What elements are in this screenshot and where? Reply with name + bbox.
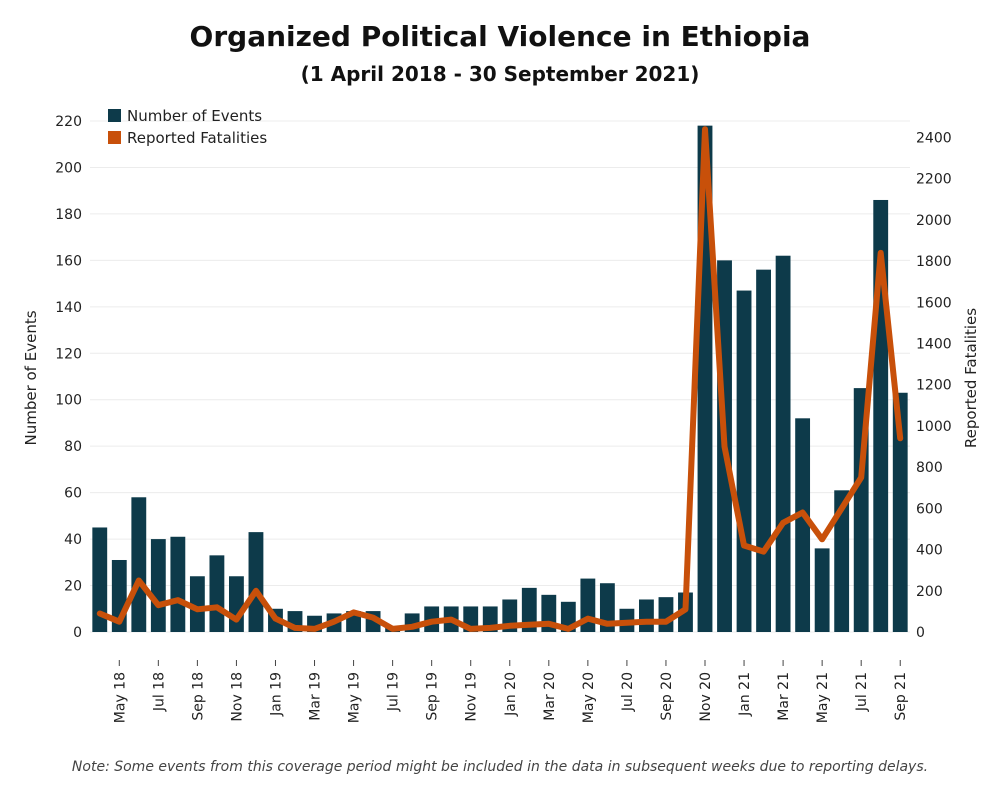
- right-tick-label: 400: [916, 543, 943, 559]
- x-tick-label: May 18: [112, 672, 128, 723]
- right-tick-label: 800: [916, 460, 943, 476]
- x-tick-label: Jan 20: [503, 672, 519, 717]
- right-tick-label: 1400: [916, 337, 952, 353]
- fatalities-line: [96, 126, 904, 632]
- x-tick-label: Sep 18: [190, 672, 206, 721]
- left-tick-label: 220: [55, 114, 82, 130]
- bar-apr-18: [92, 527, 108, 632]
- left-tick-label: 120: [55, 346, 82, 362]
- right-tick-label: 1000: [916, 419, 952, 435]
- x-tick-label: Sep 21: [893, 672, 909, 721]
- bar-jun-18: [131, 497, 147, 632]
- x-tick-label: May 20: [581, 672, 597, 723]
- left-tick-label: 160: [55, 253, 82, 269]
- bar-feb-20: [521, 587, 537, 632]
- bar-apr-21: [795, 418, 811, 632]
- fatalities-line-path: [96, 126, 904, 632]
- x-tick-label: Sep 19: [425, 672, 441, 721]
- x-tick-label: Mar 19: [308, 672, 324, 721]
- x-tick-label: Jul 20: [620, 672, 636, 712]
- x-tick-label: Jul 21: [854, 672, 870, 712]
- left-tick-label: 180: [55, 207, 82, 223]
- x-tick-label: Nov 18: [229, 672, 245, 722]
- left-tick-label: 80: [64, 439, 82, 455]
- x-tick-label: Nov 19: [464, 672, 480, 722]
- bar-may-21: [814, 548, 830, 632]
- bar-mar-21: [775, 255, 791, 632]
- x-tick-label: May 21: [815, 672, 831, 723]
- left-tick-label: 200: [55, 160, 82, 176]
- bar-sep-18: [189, 576, 205, 632]
- right-axis-title: Reported Fatalities: [962, 308, 980, 448]
- left-tick-label: 140: [55, 300, 82, 316]
- x-tick-label: Jul 19: [386, 672, 402, 712]
- x-tick-label: May 19: [347, 672, 363, 723]
- chart-title: Organized Political Violence in Ethiopia: [189, 20, 811, 53]
- x-axis: May 18 Jul 18 Sep 18 Nov 18 Jan 19 Mar 19 May …: [112, 660, 909, 723]
- legend: Number of Events Reported Fatalities: [108, 107, 267, 147]
- bar-jan-21: [736, 290, 752, 632]
- left-axis: 0 20 40 60 80 100 120 140 160 180 200 220: [55, 114, 82, 641]
- legend-swatch-fatalities: [108, 131, 121, 144]
- right-tick-label: 200: [916, 584, 943, 600]
- x-tick-label: Mar 20: [542, 672, 558, 721]
- bar-aug-20: [639, 599, 654, 632]
- chart-note: Note: Some events from this coverage per…: [71, 759, 929, 775]
- right-axis: 0 200 400 600 800 1000 1200 1400 1600 1800 2000 220…: [916, 130, 952, 641]
- left-tick-label: 60: [64, 486, 82, 502]
- legend-label-events: Number of Events: [127, 107, 262, 125]
- bar-oct-18: [209, 555, 225, 632]
- right-tick-label: 2400: [916, 130, 952, 146]
- right-tick-label: 1800: [916, 254, 952, 270]
- x-tick-label: Nov 20: [698, 672, 714, 722]
- x-tick-label: Jan 21: [737, 672, 753, 717]
- bar-feb-21: [756, 269, 771, 632]
- bar-sep-21: [892, 392, 908, 632]
- legend-label-fatalities: Reported Fatalities: [127, 129, 267, 147]
- x-tick-label: Jan 19: [268, 672, 284, 717]
- right-tick-label: 600: [916, 501, 943, 517]
- right-tick-label: 2000: [916, 213, 952, 229]
- gridlines: [90, 120, 910, 633]
- chart-subtitle: (1 April 2018 - 30 September 2021): [300, 62, 700, 86]
- bar-dec-18: [248, 532, 264, 632]
- right-tick-label: 2200: [916, 172, 952, 188]
- x-tick-label: Jul 18: [151, 672, 167, 712]
- left-tick-label: 40: [64, 532, 82, 548]
- chart-canvas: 0 20 40 60 80 100 120 140 160 180 200 220 0 200 400 60…: [22, 107, 980, 723]
- right-tick-label: 0: [916, 625, 925, 641]
- x-tick-label: Mar 21: [776, 672, 792, 721]
- bar-jun-21: [834, 490, 850, 632]
- events-bars: [92, 125, 908, 633]
- left-tick-label: 100: [55, 393, 82, 409]
- x-tick-label: Sep 20: [659, 672, 675, 721]
- bar-sep-20: [658, 597, 674, 632]
- bar-nov-18: [229, 576, 244, 632]
- right-tick-label: 1600: [916, 295, 952, 311]
- left-tick-label: 0: [73, 625, 82, 641]
- bar-aug-18: [170, 536, 186, 632]
- left-axis-title: Number of Events: [22, 310, 40, 445]
- left-tick-label: 20: [64, 579, 82, 595]
- right-tick-label: 1200: [916, 378, 952, 394]
- bar-jul-18: [150, 539, 166, 632]
- legend-swatch-events: [108, 109, 121, 122]
